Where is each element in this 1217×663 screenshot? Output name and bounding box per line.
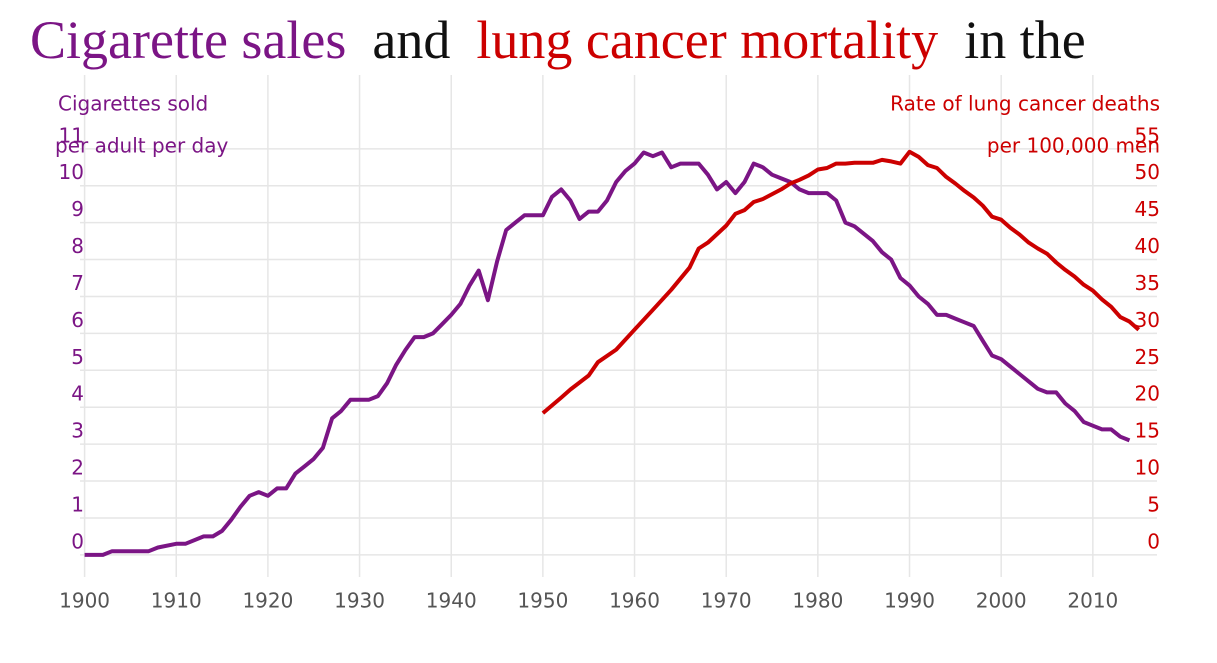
title-part: lung cancer mortality — [476, 10, 938, 70]
y-tick-label: 2 — [71, 456, 84, 480]
y-tick-label: 4 — [71, 382, 84, 406]
x-tick-label: 1950 — [517, 589, 568, 613]
y2-tick-label: 20 — [1135, 382, 1160, 406]
chart-title: Cigarette sales and lung cancer mortality i… — [30, 10, 1086, 70]
y2-tick-label: 25 — [1135, 345, 1160, 369]
y-tick-label: 10 — [59, 160, 84, 184]
x-tick-label: 1910 — [151, 589, 202, 613]
y2-tick-label: 5 — [1147, 492, 1160, 516]
y2-tick-label: 45 — [1135, 197, 1160, 221]
x-tick-label: 1940 — [426, 589, 477, 613]
y2-tick-label: 10 — [1135, 456, 1160, 480]
title-part: in the — [964, 10, 1085, 70]
y2-tick-label: 35 — [1135, 271, 1160, 295]
x-tick-label: 2010 — [1067, 589, 1118, 613]
y2-tick-label: 0 — [1147, 529, 1160, 553]
y2-axis-label: Rate of lung cancer deaths — [890, 92, 1160, 116]
series-line — [541, 149, 1141, 415]
x-tick-label: 1980 — [792, 589, 843, 613]
y-tick-label: 7 — [71, 271, 84, 295]
y2-tick-label: 55 — [1135, 123, 1160, 147]
y-tick-label: 6 — [71, 308, 84, 332]
x-tick-label: 1990 — [884, 589, 935, 613]
y-axis-label: Cigarettes sold — [58, 92, 208, 116]
y2-tick-label: 40 — [1135, 234, 1160, 258]
x-tick-label: 1970 — [701, 589, 752, 613]
y-tick-label: 8 — [71, 234, 84, 258]
y-tick-label: 3 — [71, 419, 84, 443]
y2-tick-label: 50 — [1135, 160, 1160, 184]
series-line — [84, 150, 1131, 557]
x-tick-label: 1960 — [609, 589, 660, 613]
y-tick-label: 1 — [71, 492, 84, 516]
y-tick-label: 11 — [59, 123, 84, 147]
y2-tick-label: 15 — [1135, 419, 1160, 443]
title-part: Cigarette sales — [30, 10, 346, 70]
y-tick-label: 0 — [71, 529, 84, 553]
y-tick-label: 9 — [71, 197, 84, 221]
x-tick-label: 1930 — [334, 589, 385, 613]
y-axis-label: per adult per day — [55, 134, 228, 158]
x-tick-label: 1900 — [59, 589, 110, 613]
x-tick-label: 2000 — [976, 589, 1027, 613]
x-tick-label: 1920 — [242, 589, 293, 613]
y2-axis-label: per 100,000 men — [987, 134, 1160, 158]
y-tick-label: 5 — [71, 345, 84, 369]
title-part: and — [372, 10, 450, 70]
